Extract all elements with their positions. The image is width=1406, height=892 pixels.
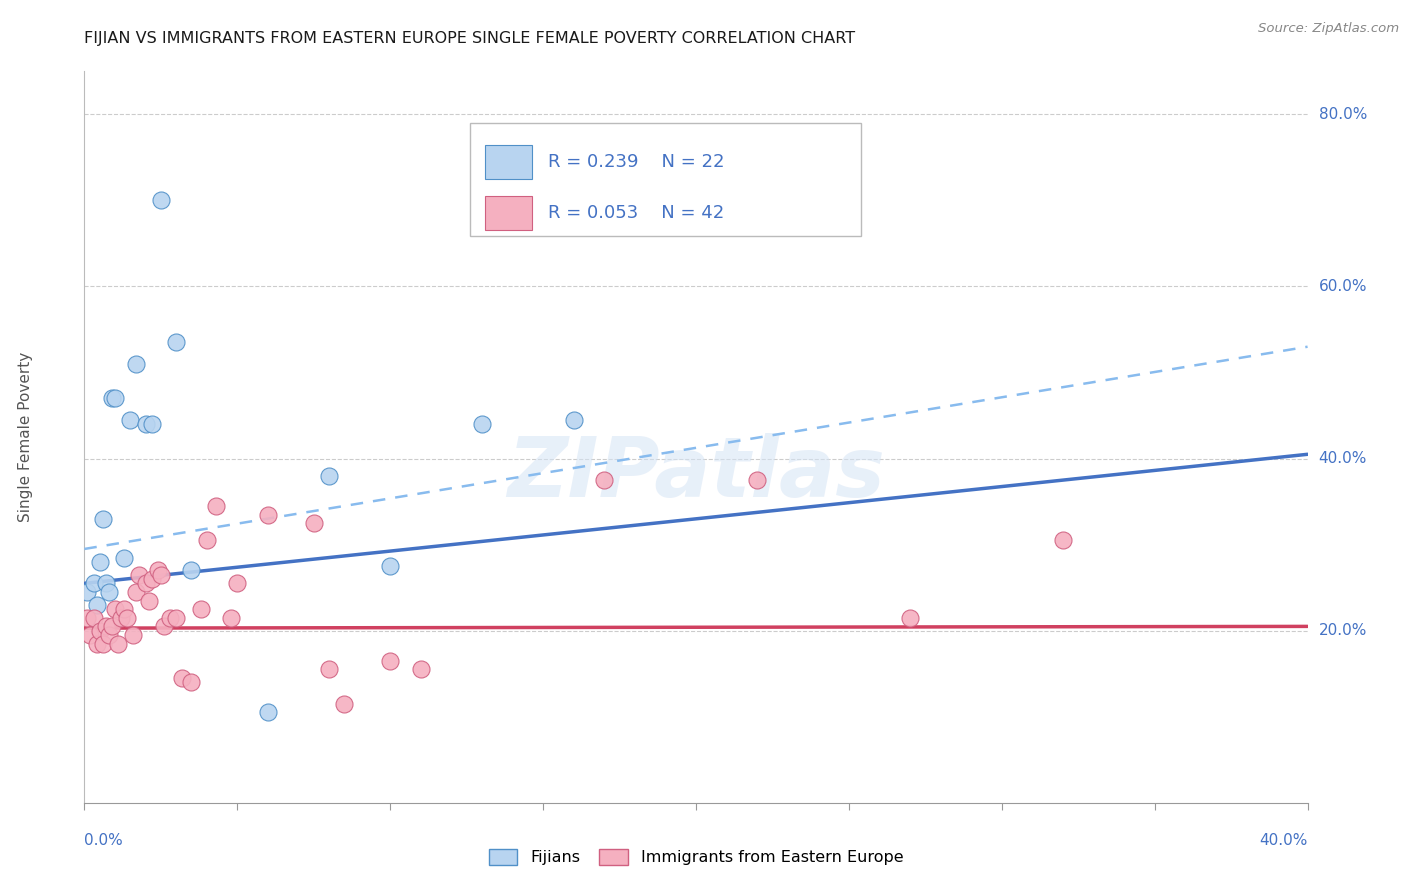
Point (562, 413, 585, 427)
Point (91, 512, 114, 526)
Point (86, 598, 108, 612)
Point (226, 576, 249, 591)
Point (409, 662, 432, 676)
Point (205, 499, 228, 513)
Point (94, 576, 117, 591)
Point (107, 637, 129, 651)
Text: Source: ZipAtlas.com: Source: ZipAtlas.com (1258, 22, 1399, 36)
Point (141, 417, 163, 432)
Point (94, 619, 117, 633)
FancyBboxPatch shape (470, 122, 860, 235)
Point (1052, 533, 1074, 548)
Legend: Fijians, Immigrants from Eastern Europe: Fijians, Immigrants from Eastern Europe (482, 842, 910, 871)
Point (747, 473, 769, 487)
Text: ZIPatlas: ZIPatlas (508, 434, 884, 514)
Point (86, 637, 108, 651)
Point (257, 706, 280, 720)
Point (165, 335, 187, 350)
Point (128, 567, 150, 582)
Point (101, 392, 124, 406)
Point (101, 619, 124, 633)
Point (146, 564, 169, 578)
FancyBboxPatch shape (485, 196, 533, 230)
Point (83, 576, 105, 591)
Point (471, 417, 494, 432)
Point (135, 576, 157, 591)
Point (135, 417, 157, 432)
Text: Single Female Poverty: Single Female Poverty (18, 352, 34, 522)
Text: R = 0.239    N = 22: R = 0.239 N = 22 (548, 153, 724, 171)
Point (333, 697, 356, 711)
Point (138, 593, 160, 607)
Point (76, 585, 98, 599)
Point (180, 564, 202, 578)
Point (79, 628, 101, 642)
Point (318, 662, 340, 676)
Point (141, 572, 163, 586)
Point (89, 624, 111, 638)
Point (149, 194, 172, 208)
Text: 0.0%: 0.0% (84, 833, 124, 848)
Text: 20.0%: 20.0% (1319, 624, 1367, 638)
Point (97, 585, 120, 599)
Point (149, 567, 172, 582)
Point (219, 611, 242, 625)
Point (165, 611, 187, 625)
Point (380, 559, 402, 574)
Point (120, 413, 142, 427)
Point (318, 468, 340, 483)
Point (110, 611, 132, 625)
Point (91, 637, 114, 651)
Point (125, 357, 148, 371)
Point (112, 550, 135, 565)
Point (380, 654, 402, 668)
Point (172, 671, 194, 685)
Point (104, 392, 127, 406)
Text: R = 0.053    N = 42: R = 0.053 N = 42 (548, 204, 724, 222)
Text: 60.0%: 60.0% (1319, 279, 1367, 294)
Point (112, 602, 135, 616)
Text: FIJIAN VS IMMIGRANTS FROM EASTERN EUROPE SINGLE FEMALE POVERTY CORRELATION CHART: FIJIAN VS IMMIGRANTS FROM EASTERN EUROPE… (84, 31, 855, 46)
Point (153, 619, 176, 633)
Point (83, 611, 105, 625)
Point (122, 628, 145, 642)
Point (97, 628, 120, 642)
FancyBboxPatch shape (485, 145, 533, 179)
Point (180, 675, 202, 690)
Point (115, 611, 138, 625)
Point (898, 611, 921, 625)
Point (104, 602, 127, 616)
Text: 80.0%: 80.0% (1319, 107, 1367, 122)
Text: 40.0%: 40.0% (1260, 833, 1308, 848)
Point (125, 585, 148, 599)
Point (302, 516, 325, 530)
Point (159, 611, 181, 625)
Point (89, 555, 111, 569)
Point (593, 473, 616, 487)
Point (190, 602, 212, 616)
Point (195, 533, 218, 548)
Text: 40.0%: 40.0% (1319, 451, 1367, 467)
Point (76, 611, 98, 625)
Point (257, 508, 280, 522)
